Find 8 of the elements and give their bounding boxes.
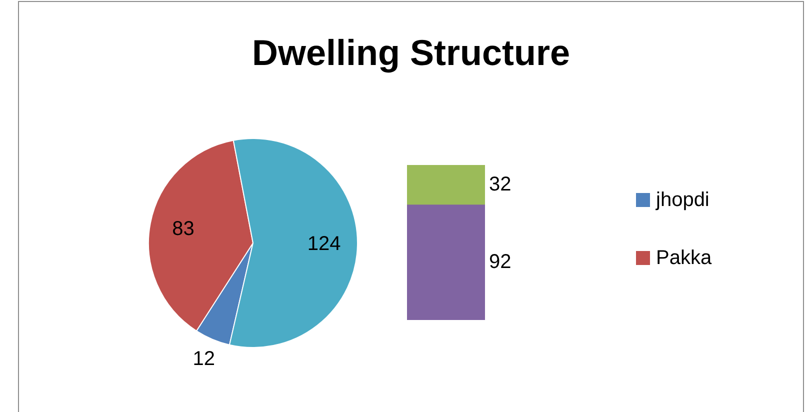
legend-label: Pakka xyxy=(656,246,712,270)
data-label: 92 xyxy=(489,251,512,274)
data-label: 124 xyxy=(307,232,341,255)
data-label: 12 xyxy=(192,348,215,370)
data-label: 83 xyxy=(172,218,194,240)
chart-title: Dwelling Structure xyxy=(250,32,572,74)
data-label: 32 xyxy=(489,174,512,196)
legend-label: jhopdi xyxy=(656,188,710,212)
